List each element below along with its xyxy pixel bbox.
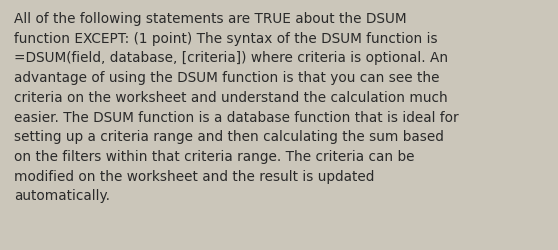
Text: All of the following statements are TRUE about the DSUM
function EXCEPT: (1 poin: All of the following statements are TRUE… <box>14 12 459 203</box>
